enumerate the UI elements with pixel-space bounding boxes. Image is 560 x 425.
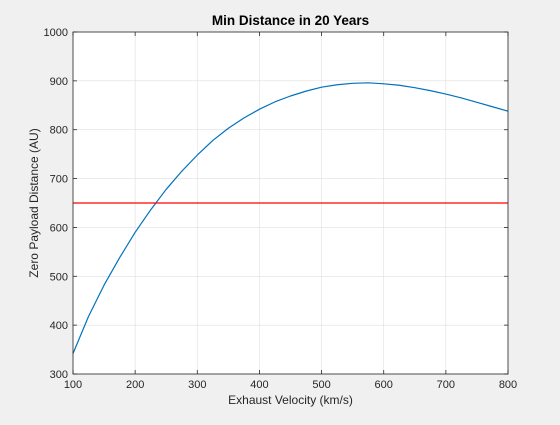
y-tick-label: 400 bbox=[50, 320, 68, 332]
x-tick-label: 300 bbox=[188, 379, 206, 391]
axes-box bbox=[72, 31, 509, 375]
chart-title: Min Distance in 20 Years bbox=[212, 13, 369, 28]
y-tick-label: 900 bbox=[50, 76, 68, 88]
ticks: 100 200 300 400 500 600 700 800 300 400 500 600 700 8… bbox=[44, 27, 518, 391]
x-tick-label: 100 bbox=[64, 379, 82, 391]
x-tick-label: 600 bbox=[375, 379, 393, 391]
x-tick-label: 200 bbox=[126, 379, 144, 391]
y-tick-label: 800 bbox=[50, 125, 68, 137]
y-tick-label: 300 bbox=[50, 369, 68, 381]
y-axis-label: Zero Payload Distance (AU) bbox=[27, 128, 41, 277]
series-group bbox=[72, 82, 509, 354]
x-tick-label: 500 bbox=[312, 379, 330, 391]
x-tick-label: 700 bbox=[437, 379, 455, 391]
y-tick-label: 600 bbox=[50, 222, 68, 234]
x-tick-label: 800 bbox=[499, 379, 517, 391]
y-tick-label: 500 bbox=[50, 271, 68, 283]
y-tick-label: 1000 bbox=[44, 27, 68, 39]
distance-curve-line bbox=[72, 82, 509, 354]
x-tick-label: 400 bbox=[250, 379, 268, 391]
y-tick-label: 700 bbox=[50, 174, 68, 186]
x-axis-label: Exhaust Velocity (km/s) bbox=[228, 393, 353, 407]
